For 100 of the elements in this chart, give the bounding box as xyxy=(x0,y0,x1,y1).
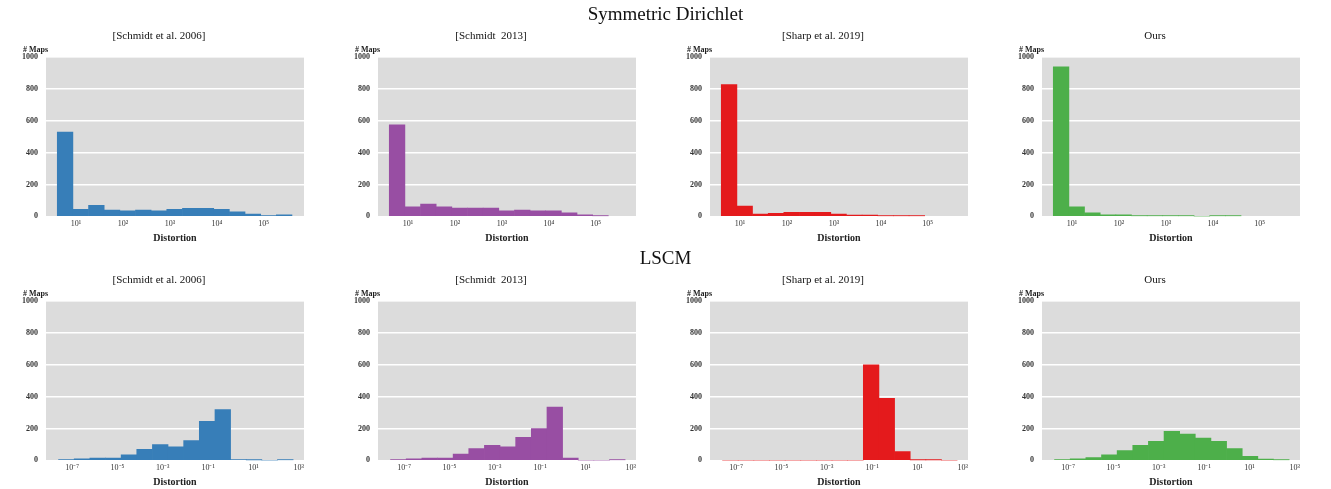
y-tick-label: 0 xyxy=(366,455,370,465)
x-tick-label: 10⁻¹ xyxy=(865,463,880,473)
chart-title: [Schmidt et al. 2006] xyxy=(112,273,206,286)
x-tick-label: 10¹ xyxy=(912,463,924,473)
y-tick-label: 400 xyxy=(358,391,370,401)
y-tick-label: 0 xyxy=(1030,455,1034,465)
y-tick-label: 600 xyxy=(690,359,702,369)
x-axis-title: Distortion xyxy=(817,475,862,487)
x-tick-label: 10³ xyxy=(828,219,840,229)
x-tick-label: 10¹ xyxy=(580,463,592,473)
x-tick-label: 10³ xyxy=(164,219,176,229)
x-tick-label: 10⁻⁷ xyxy=(729,463,744,473)
y-tick-label: 0 xyxy=(34,211,38,221)
x-tick-label: 10² xyxy=(1113,219,1125,229)
y-tick-label: 800 xyxy=(690,328,702,338)
x-tick-label: 10¹ xyxy=(1066,219,1078,229)
y-tick-label: 200 xyxy=(690,423,702,433)
x-tick-label: 10⁵ xyxy=(922,219,934,229)
x-tick-label: 10³ xyxy=(625,463,637,473)
y-tick-label: 1000 xyxy=(354,52,370,62)
x-tick-label: 10⁻⁵ xyxy=(442,463,457,473)
text: Symmetric Dirichlet xyxy=(587,3,744,24)
y-tick-label: 400 xyxy=(26,147,38,157)
y-tick-label: 800 xyxy=(26,84,38,94)
x-tick-label: 10³ xyxy=(957,463,969,473)
chart-title: Ours xyxy=(1144,29,1166,42)
x-tick-label: 10⁻⁵ xyxy=(110,463,125,473)
chart-title: [Sharp et al. 2019] xyxy=(782,273,864,286)
y-tick-label: 200 xyxy=(1022,179,1034,189)
x-axis-title: Distortion xyxy=(817,231,862,243)
y-tick-label: 600 xyxy=(358,115,370,125)
y-tick-label: 600 xyxy=(358,359,370,369)
y-tick-label: 200 xyxy=(1022,423,1034,433)
x-tick-label: 10⁵ xyxy=(258,219,270,229)
x-axis-title: Distortion xyxy=(153,231,198,243)
y-tick-label: 0 xyxy=(366,211,370,221)
y-tick-label: 0 xyxy=(34,455,38,465)
y-tick-label: 800 xyxy=(1022,84,1034,94)
x-axis-title: Distortion xyxy=(153,475,198,487)
y-tick-label: 400 xyxy=(690,147,702,157)
x-tick-label: 10³ xyxy=(293,463,305,473)
x-tick-label: 10⁻⁷ xyxy=(1061,463,1076,473)
x-tick-label: 10⁻³ xyxy=(156,463,171,473)
y-tick-label: 200 xyxy=(26,179,38,189)
y-tick-label: 800 xyxy=(1022,328,1034,338)
x-tick-label: 10³ xyxy=(496,219,508,229)
x-tick-label: 10² xyxy=(449,219,461,229)
x-tick-label: 10¹ xyxy=(248,463,260,473)
x-tick-label: 10¹ xyxy=(734,219,746,229)
x-tick-label: 10¹ xyxy=(1244,463,1256,473)
y-tick-label: 1000 xyxy=(686,52,702,62)
y-tick-label: 1000 xyxy=(22,296,38,306)
x-axis-title: Distortion xyxy=(485,231,530,243)
y-tick-label: 1000 xyxy=(22,52,38,62)
x-tick-label: 10² xyxy=(781,219,793,229)
x-tick-label: 10⁻¹ xyxy=(201,463,216,473)
x-axis-title: Distortion xyxy=(1149,231,1194,243)
y-tick-label: 1000 xyxy=(686,296,702,306)
chart-title: [Sharp et al. 2019] xyxy=(782,29,864,42)
y-tick-label: 400 xyxy=(1022,391,1034,401)
y-tick-label: 800 xyxy=(26,328,38,338)
y-tick-label: 0 xyxy=(698,211,702,221)
y-tick-label: 600 xyxy=(26,115,38,125)
x-tick-label: 10² xyxy=(117,219,129,229)
y-tick-label: 1000 xyxy=(1018,52,1034,62)
x-axis-title: Distortion xyxy=(485,475,530,487)
y-tick-label: 800 xyxy=(690,84,702,94)
y-tick-label: 1000 xyxy=(1018,296,1034,306)
x-tick-label: 10⁻⁵ xyxy=(774,463,789,473)
y-tick-label: 600 xyxy=(1022,115,1034,125)
x-tick-label: 10⁵ xyxy=(1254,219,1266,229)
y-tick-label: 600 xyxy=(690,115,702,125)
x-axis-title: Distortion xyxy=(1149,475,1194,487)
x-tick-label: 10⁻¹ xyxy=(533,463,548,473)
x-tick-label: 10⁴ xyxy=(875,219,887,229)
x-tick-label: 10⁴ xyxy=(1207,219,1219,229)
y-tick-label: 400 xyxy=(1022,147,1034,157)
x-tick-label: 10⁻³ xyxy=(820,463,835,473)
y-tick-label: 0 xyxy=(698,455,702,465)
y-tick-label: 400 xyxy=(358,147,370,157)
x-tick-label: 10³ xyxy=(1289,463,1301,473)
y-tick-label: 600 xyxy=(1022,359,1034,369)
x-tick-label: 10⁵ xyxy=(590,219,602,229)
y-tick-label: 200 xyxy=(690,179,702,189)
y-tick-label: 400 xyxy=(690,391,702,401)
y-tick-label: 1000 xyxy=(354,296,370,306)
y-tick-label: 0 xyxy=(1030,211,1034,221)
chart-title: [Schmidt 2013] xyxy=(455,29,527,42)
y-tick-label: 200 xyxy=(26,423,38,433)
y-tick-label: 800 xyxy=(358,328,370,338)
x-tick-label: 10⁴ xyxy=(211,219,223,229)
y-tick-label: 600 xyxy=(26,359,38,369)
x-tick-label: 10⁴ xyxy=(543,219,555,229)
y-tick-label: 800 xyxy=(358,84,370,94)
y-tick-label: 400 xyxy=(26,391,38,401)
x-tick-label: 10⁻³ xyxy=(1152,463,1167,473)
chart-title: Ours xyxy=(1144,273,1166,286)
y-tick-label: 200 xyxy=(358,179,370,189)
x-tick-label: 10¹ xyxy=(70,219,82,229)
x-tick-label: 10³ xyxy=(1160,219,1172,229)
